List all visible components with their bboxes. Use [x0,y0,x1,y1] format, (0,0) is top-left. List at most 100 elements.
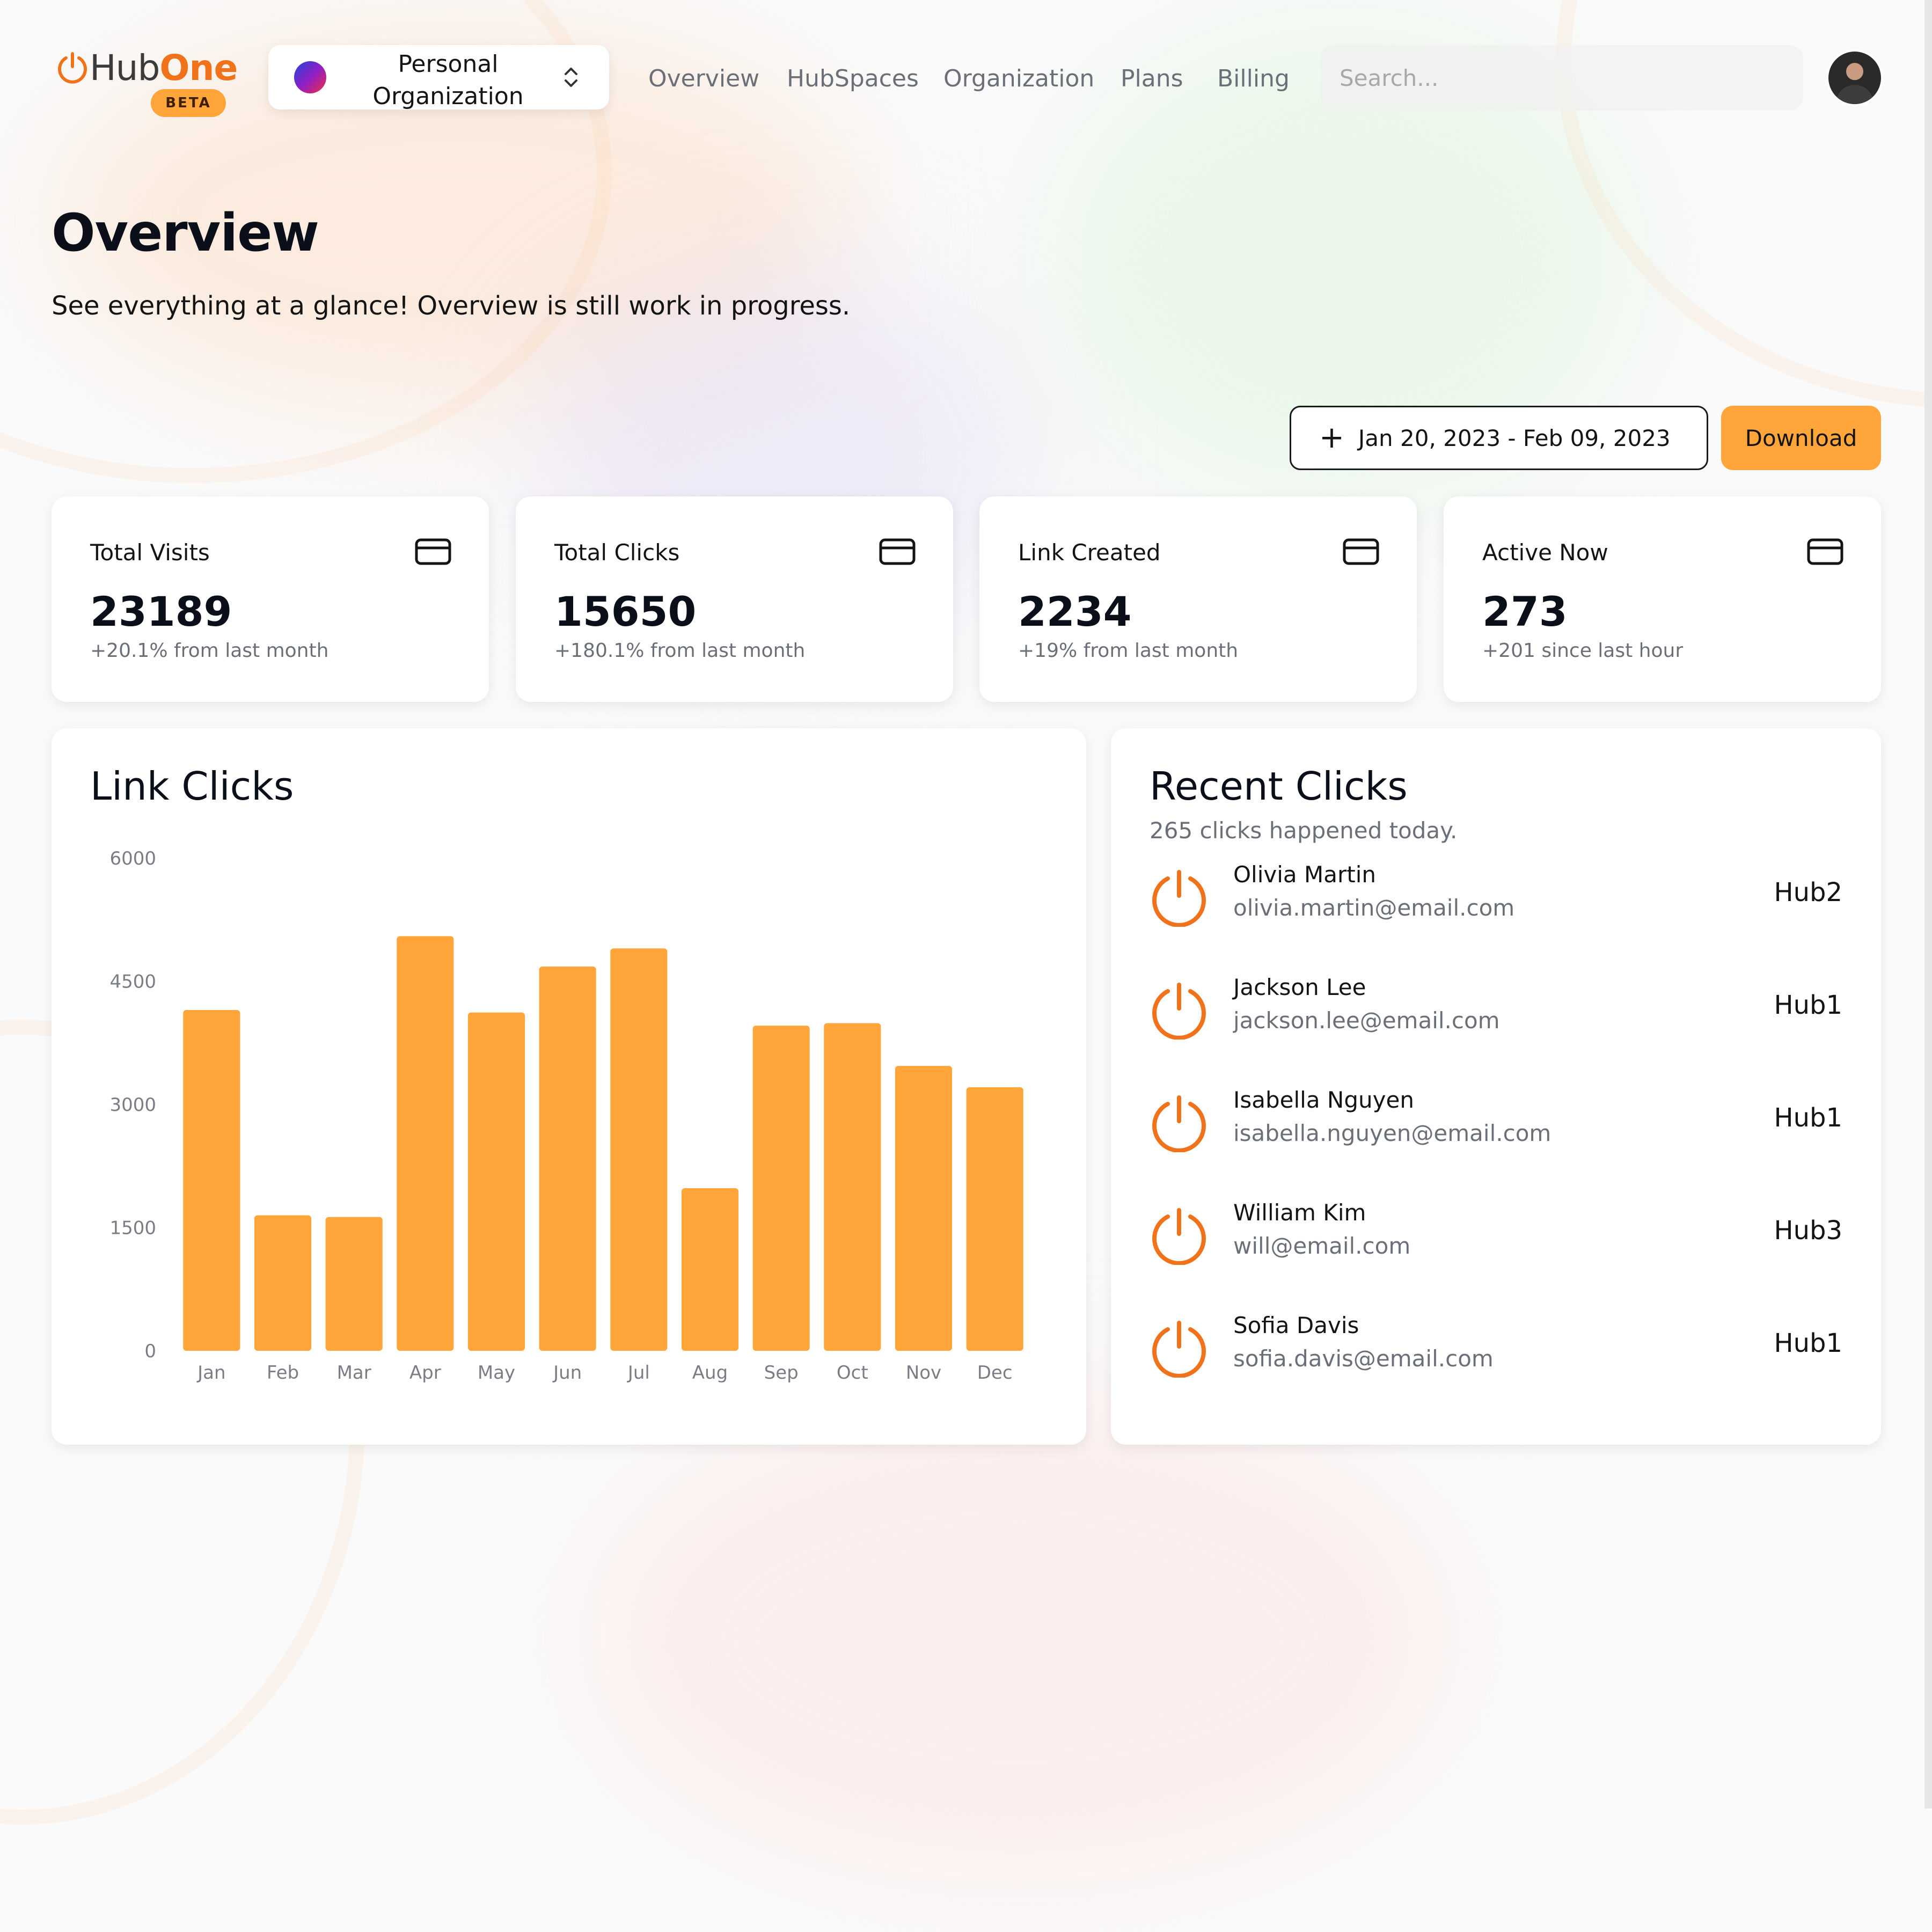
bar-jun[interactable] [539,966,596,1351]
stat-label: Total Visits [90,539,210,566]
row-name: Sofia Davis [1233,1312,1359,1338]
chevron-up-down-icon [565,68,577,87]
row-name: Jackson Lee [1233,974,1366,1000]
stat-value: 2234 [1018,588,1132,635]
recent-clicks-title: Recent Clicks [1150,764,1408,809]
recent-clicks-card: Recent Clicks 265 clicks happened today.… [1111,728,1881,1445]
bar-jul[interactable] [610,948,668,1351]
row-hub: Hub2 [1774,877,1842,908]
x-tick-label: Nov [906,1362,941,1384]
stat-label: Active Now [1482,539,1608,566]
y-tick-label: 6000 [109,848,156,869]
list-item[interactable]: William Kim will@email.com Hub3 [1111,1199,1881,1292]
recent-clicks-subtitle: 265 clicks happened today. [1150,817,1458,844]
stat-card-total-visits: Total Visits 23189 +20.1% from last mont… [52,496,489,702]
search-input[interactable] [1320,45,1803,111]
chart-title: Link Clicks [90,764,294,809]
power-icon [1152,983,1206,1040]
row-email: jackson.lee@email.com [1233,1007,1500,1034]
list-item[interactable]: Isabella Nguyen isabella.nguyen@email.co… [1111,1087,1881,1179]
stat-delta: +180.1% from last month [554,640,806,662]
bar-dec[interactable] [966,1087,1023,1351]
bar-nov[interactable] [895,1066,953,1351]
stat-value: 15650 [554,588,697,635]
x-tick-label: Feb [267,1362,299,1384]
org-name: Personal Organization [372,50,524,110]
bar-jan[interactable] [183,1010,240,1351]
page-scrollbar[interactable] [1924,0,1932,1809]
row-email: isabella.nguyen@email.com [1233,1120,1552,1146]
y-tick-label: 1500 [109,1218,156,1239]
nav-billing[interactable]: Billing [1217,65,1290,92]
download-button[interactable]: Download [1721,406,1881,470]
credit-card-icon [415,538,451,565]
list-item[interactable]: Sofia Davis sofia.davis@email.com Hub1 [1111,1312,1881,1404]
bar-mar[interactable] [325,1217,383,1351]
row-name: Isabella Nguyen [1233,1087,1414,1113]
org-avatar [294,61,326,93]
bar-aug[interactable] [681,1188,739,1351]
power-icon [1152,1208,1206,1265]
x-tick-label: Sep [764,1362,799,1384]
nav-organization[interactable]: Organization [943,65,1095,92]
link-clicks-card: Link Clicks 6000 4500 3000 1500 0 Jan Feb Mar Ap… [52,728,1086,1445]
plus-icon: + [1319,420,1344,455]
nav-overview[interactable]: Overview [648,65,760,92]
power-logo-icon [58,52,87,84]
row-name: Olivia Martin [1233,861,1377,888]
x-tick-label: Oct [837,1362,868,1384]
credit-card-icon [1343,538,1379,565]
stat-delta: +20.1% from last month [90,640,329,662]
row-hub: Hub1 [1774,1328,1842,1358]
row-hub: Hub3 [1774,1216,1842,1246]
x-tick-label: Apr [409,1362,441,1384]
row-name: William Kim [1233,1199,1366,1226]
stat-delta: +19% from last month [1018,640,1239,662]
credit-card-icon [1807,538,1843,565]
bar-oct[interactable] [824,1023,881,1351]
brand-name-part2: One [159,47,238,89]
power-icon [1152,870,1206,927]
credit-card-icon [879,538,916,565]
stat-delta: +201 since last hour [1482,640,1684,662]
date-range-picker[interactable]: + Jan 20, 2023 - Feb 09, 2023 [1290,406,1708,470]
stat-card-link-created: Link Created 2234 +19% from last month [979,496,1417,702]
organization-switcher[interactable]: Personal Organization [268,45,609,110]
list-item[interactable]: Jackson Lee jackson.lee@email.com Hub1 [1111,974,1881,1066]
x-tick-label: Dec [977,1362,1013,1384]
x-tick-label: Jan [196,1362,225,1384]
row-email: sofia.davis@email.com [1233,1345,1494,1372]
link-clicks-chart: 6000 4500 3000 1500 0 Jan Feb Mar Apr May Jun Jul Au… [109,848,1023,1384]
bar-may[interactable] [467,1012,525,1351]
x-tick-label: Mar [337,1362,371,1384]
stat-card-total-clicks: Total Clicks 15650 +180.1% from last mon… [516,496,953,702]
brand-name: HubOne [90,47,238,89]
stat-card-active-now: Active Now 273 +201 since last hour [1444,496,1881,702]
page-title: Overview [52,203,319,263]
nav-plans[interactable]: Plans [1121,65,1183,92]
x-tick-label: Aug [692,1362,728,1384]
x-tick-label: May [478,1362,515,1384]
y-tick-label: 3000 [109,1094,156,1116]
x-tick-label: Jul [627,1362,650,1384]
list-item[interactable]: Olivia Martin olivia.martin@email.com Hu… [1111,861,1881,954]
power-icon [1152,1095,1206,1152]
date-range-label: Jan 20, 2023 - Feb 09, 2023 [1358,425,1671,451]
stat-label: Total Clicks [554,539,680,566]
x-tick-label: Jun [552,1362,582,1384]
user-avatar[interactable] [1828,52,1881,104]
nav-hubspaces[interactable]: HubSpaces [787,65,919,92]
row-email: will@email.com [1233,1233,1411,1259]
bar-feb[interactable] [254,1215,312,1351]
stat-value: 273 [1482,588,1568,635]
hubone-logo[interactable]: HubOne BETA [56,47,238,119]
bar-sep[interactable] [752,1026,810,1351]
bar-apr[interactable] [397,936,454,1351]
beta-badge: BETA [151,89,226,117]
brand-name-part1: Hub [90,47,160,89]
stat-label: Link Created [1018,539,1161,566]
y-tick-label: 0 [144,1341,156,1362]
row-hub: Hub1 [1774,1103,1842,1133]
